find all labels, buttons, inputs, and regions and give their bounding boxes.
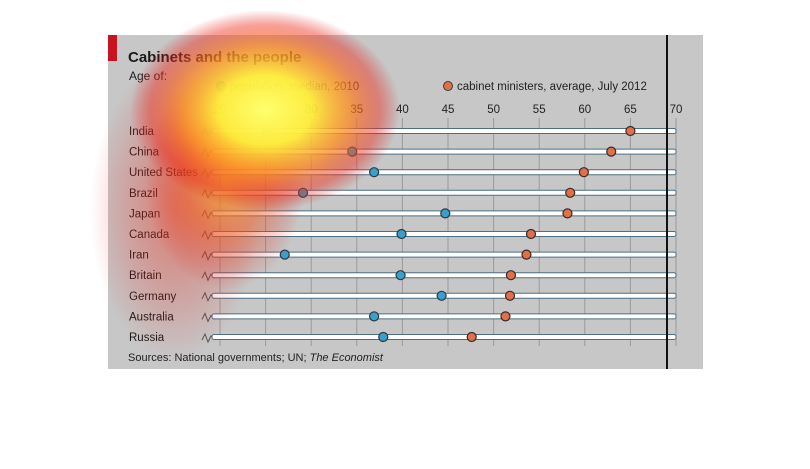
source-note: Sources: National governments; UN; The E… bbox=[128, 352, 384, 364]
x-tick-label-20: 20 bbox=[214, 104, 227, 116]
point-ministers bbox=[565, 187, 576, 198]
point-ministers bbox=[606, 146, 617, 157]
row-track bbox=[211, 128, 677, 134]
category-label: China bbox=[129, 147, 160, 159]
row-track bbox=[211, 231, 677, 237]
point-population bbox=[261, 125, 272, 137]
category-label: India bbox=[129, 126, 155, 138]
point-ministers bbox=[500, 311, 511, 322]
point-population bbox=[297, 187, 309, 198]
point-ministers bbox=[505, 270, 517, 281]
category-label: Australia bbox=[129, 311, 174, 323]
point-ministers bbox=[466, 331, 477, 343]
point-ministers bbox=[578, 167, 589, 178]
x-tick-label-60: 60 bbox=[578, 104, 591, 116]
point-population bbox=[395, 270, 406, 281]
row-track bbox=[211, 334, 677, 340]
point-ministers bbox=[504, 290, 516, 301]
x-tick-label-35: 35 bbox=[350, 104, 363, 116]
x-tick-label-30: 30 bbox=[305, 104, 318, 116]
category-label: Canada bbox=[129, 229, 170, 241]
x-tick-label-25: 25 bbox=[259, 104, 272, 116]
x-tick-label-65: 65 bbox=[624, 104, 637, 116]
category-label: Brazil bbox=[129, 188, 158, 200]
x-tick-label-55: 55 bbox=[533, 104, 546, 116]
row-track bbox=[211, 169, 677, 176]
point-population bbox=[369, 167, 380, 178]
category-label: Russia bbox=[129, 332, 165, 344]
row-germany: Germany bbox=[129, 290, 677, 303]
title-accent-bar bbox=[108, 35, 117, 61]
legend-label-ministers: cabinet ministers, average, July 2012 bbox=[457, 81, 647, 93]
legend-marker-population bbox=[216, 81, 226, 91]
x-tick-label-70: 70 bbox=[670, 104, 683, 116]
row-track bbox=[211, 189, 677, 196]
row-track bbox=[211, 313, 677, 320]
source-note-publication: The Economist bbox=[310, 352, 384, 364]
x-tick-label-50: 50 bbox=[487, 104, 500, 116]
source-note-text: Sources: National governments; UN; bbox=[128, 352, 310, 364]
point-population bbox=[436, 290, 447, 301]
category-label: Britain bbox=[129, 270, 162, 282]
row-track bbox=[211, 272, 677, 279]
legend-label-population: population, median, 2010 bbox=[230, 81, 359, 93]
point-population bbox=[396, 228, 407, 240]
point-ministers bbox=[562, 208, 573, 219]
x-tick-label-40: 40 bbox=[396, 104, 409, 116]
category-label: Japan bbox=[129, 208, 160, 220]
category-label: United States bbox=[129, 167, 198, 179]
category-label: Germany bbox=[129, 291, 177, 303]
point-ministers bbox=[525, 228, 537, 240]
chart-subtitle: Age of: bbox=[129, 69, 167, 83]
point-ministers bbox=[521, 249, 532, 260]
chart-title: Cabinets and the people bbox=[128, 49, 301, 66]
point-population bbox=[347, 146, 358, 157]
point-population bbox=[440, 208, 451, 219]
point-population bbox=[369, 311, 380, 322]
point-population bbox=[279, 249, 290, 260]
category-label: Iran bbox=[129, 250, 149, 262]
x-tick-label-45: 45 bbox=[442, 104, 455, 116]
legend-marker-ministers bbox=[443, 81, 453, 91]
point-ministers bbox=[625, 125, 636, 137]
point-population bbox=[378, 331, 389, 343]
